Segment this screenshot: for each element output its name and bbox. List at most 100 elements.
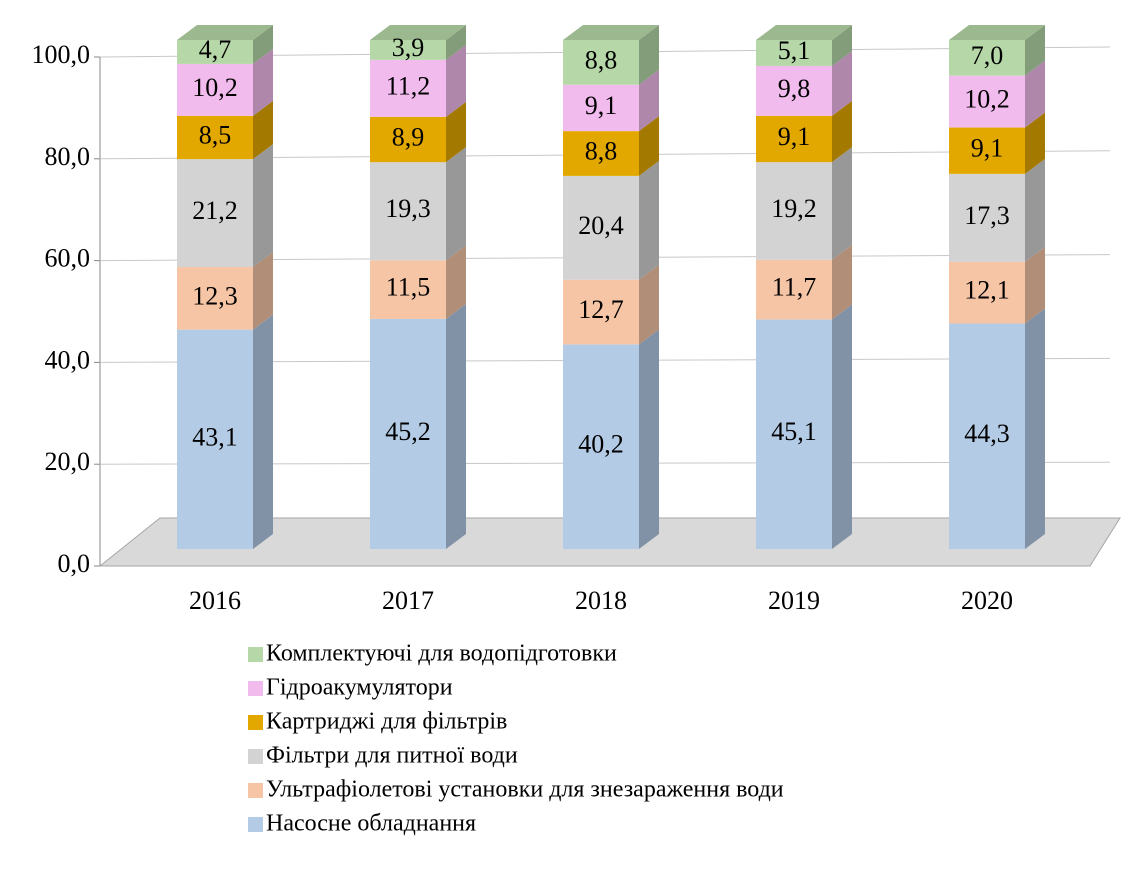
bar [177,115,253,160]
bar-side [253,314,273,549]
bar-side [832,147,852,260]
value-label: 21,2 [192,196,238,225]
bar-side [446,303,466,549]
bar [949,40,1025,76]
value-label: 11,5 [386,273,431,302]
y-tick-label: 40,0 [45,345,91,374]
value-label: 40,2 [578,430,624,459]
bar-side [639,160,659,280]
bar-side [446,147,466,261]
value-label: 8,5 [199,120,232,149]
bar-side [832,244,852,320]
legend-marker [248,749,263,764]
bar [756,259,832,320]
x-tick-label: 2017 [382,586,434,615]
bar-side [253,252,273,330]
bar-side [253,25,273,64]
bar [563,279,639,345]
bar-side [446,25,466,60]
bar [949,261,1025,324]
bar [563,40,639,85]
bar-top [370,25,466,40]
bar-side [1025,158,1045,262]
value-label: 3,9 [392,33,425,62]
value-label: 10,2 [192,73,238,102]
legend-marker [248,715,263,730]
x-tick-label: 2020 [961,586,1013,615]
value-label: 11,7 [772,273,817,302]
value-label: 17,3 [964,201,1010,230]
bar [370,59,446,117]
legend-marker [248,783,263,798]
legend-label: Картриджі для фільтрів [266,709,507,735]
value-label: 12,3 [192,281,238,310]
bar [177,40,253,64]
y-tick-label: 80,0 [45,142,91,171]
bar [370,162,446,261]
value-label: 8,9 [392,122,425,151]
value-label: 45,2 [385,417,431,446]
y-tick-label: 0,0 [58,549,91,578]
bar [370,260,446,319]
bar [949,127,1025,174]
bar [756,162,832,260]
legend-label: Насосне обладнання [266,811,476,837]
bar [177,267,253,330]
bar [563,84,639,132]
bar-side [832,25,852,66]
bar [756,115,832,163]
value-label: 19,3 [385,194,431,223]
value-label: 43,1 [192,422,238,451]
bar [177,63,253,116]
bar [177,329,253,549]
legend-marker [248,647,263,662]
legend-label: Фільтри для питної води [266,743,518,769]
value-label: 9,1 [585,91,618,120]
x-tick-label: 2018 [575,586,627,615]
legend-marker [248,817,263,832]
bar-side [832,50,852,116]
bar [949,75,1025,128]
value-label: 4,7 [199,35,232,64]
bar [756,40,832,66]
bar-side [832,100,852,163]
value-label: 10,2 [964,85,1010,114]
value-label: 8,8 [585,45,618,74]
value-label: 20,4 [578,211,624,240]
bar-side [639,25,659,85]
bar-side [253,144,273,268]
bar [949,323,1025,549]
bar [563,175,639,280]
bar [756,319,832,549]
value-label: 9,1 [971,134,1004,163]
bar [563,131,639,176]
legend-label: Ультрафіолетові установки для знезаражен… [266,777,784,803]
y-tick-label: 20,0 [45,447,91,476]
bar [563,344,639,549]
bar-side [446,245,466,319]
bar-top [949,25,1045,40]
x-tick-label: 2016 [189,586,241,615]
bar-side [1025,60,1045,128]
bar [756,65,832,116]
value-label: 8,8 [585,136,618,165]
bar-top [756,25,852,40]
bar-side [1025,25,1045,76]
bar-side [639,69,659,132]
bar-side [253,100,273,160]
legend-label: Гідроакумулятори [266,675,453,701]
value-label: 5,1 [778,36,811,65]
value-label: 45,1 [771,417,817,446]
legend-label: Комплектуючі для водопідготовки [266,641,617,667]
value-label: 19,2 [771,194,817,223]
x-tick-label: 2019 [768,586,820,615]
bar-side [1025,246,1045,324]
bar-top [177,25,273,40]
bar-side [1025,308,1045,549]
bar [949,173,1025,262]
bar [370,40,446,60]
value-label: 9,1 [778,122,811,151]
value-label: 44,3 [964,419,1010,448]
y-tick-label: 100,0 [32,40,91,69]
